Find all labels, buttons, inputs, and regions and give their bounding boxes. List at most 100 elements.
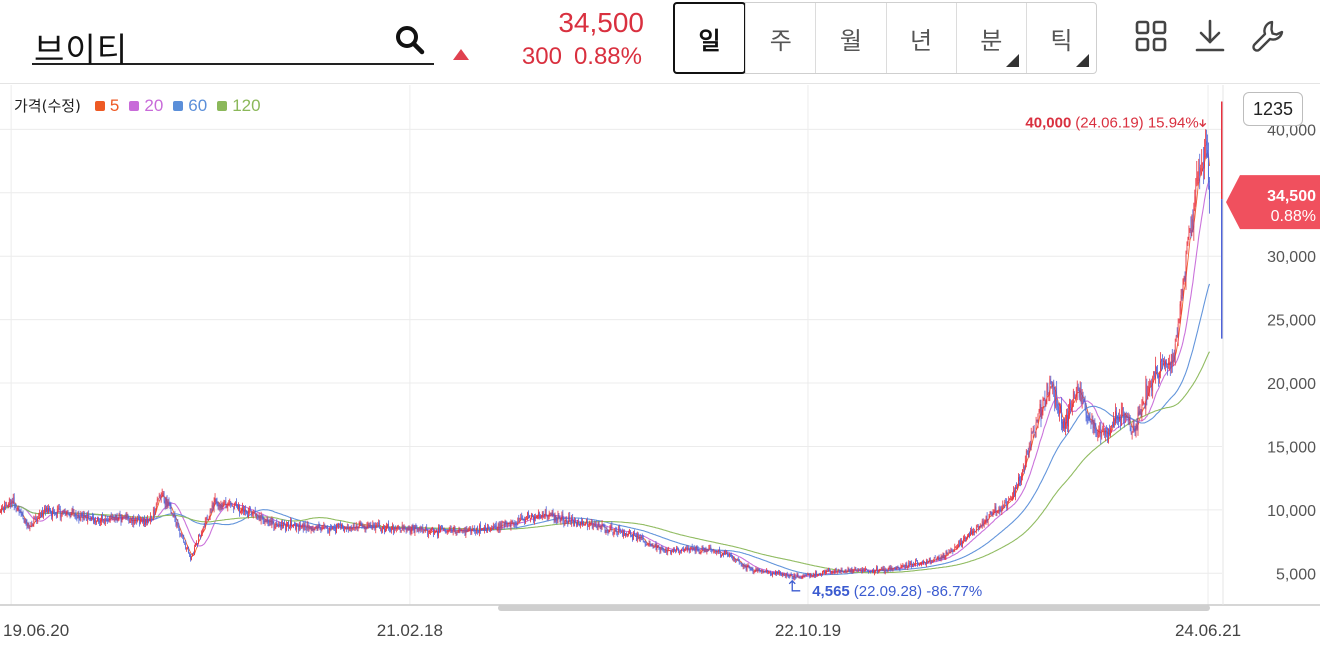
candle-body: [806, 574, 808, 576]
candle-body: [226, 507, 228, 509]
candle-body: [658, 545, 660, 549]
candle-body: [434, 531, 435, 534]
candle-body: [419, 527, 421, 531]
candle-body: [249, 508, 251, 511]
candle-body: [238, 506, 239, 510]
candle-count-badge[interactable]: 1235: [1243, 92, 1303, 126]
candle-body: [13, 497, 15, 507]
candle-body: [185, 543, 187, 550]
candle-body: [395, 527, 397, 530]
change-value: 300: [521, 43, 562, 70]
candle-body: [776, 572, 777, 574]
candle-body: [69, 515, 71, 517]
candle-body: [778, 571, 779, 574]
candle-body: [355, 525, 357, 529]
candle-body: [705, 547, 707, 553]
candle-body: [599, 526, 601, 528]
candle-body: [1063, 420, 1064, 429]
candle-body: [379, 523, 381, 529]
period-tab-1[interactable]: 주: [745, 3, 815, 73]
change-percent: 0.88%: [573, 43, 642, 70]
candle-body: [40, 514, 42, 518]
candle-body: [1022, 469, 1023, 476]
candle-body: [132, 516, 134, 524]
candle-body: [1044, 398, 1046, 406]
candle-body: [36, 516, 38, 522]
candle-body: [362, 526, 364, 528]
candle-body: [66, 512, 68, 515]
high-detail: (24.06.19) 15.94%: [1075, 114, 1198, 131]
legend-item-ma20[interactable]: 20: [129, 96, 163, 116]
search-icon[interactable]: [394, 24, 426, 56]
candle-body: [515, 523, 517, 525]
candle-body: [274, 527, 276, 529]
candle-body: [295, 522, 296, 530]
candle-body: [469, 528, 471, 529]
legend-item-ma5[interactable]: 5: [94, 96, 119, 116]
candle-body: [173, 515, 175, 517]
candle-body: [768, 571, 769, 573]
candle-body: [575, 520, 576, 522]
candle-body: [229, 500, 231, 503]
candle-body: [11, 501, 13, 505]
stock-search-field[interactable]: 브이티: [32, 10, 434, 69]
candle-body: [857, 569, 859, 572]
candle-body: [769, 571, 770, 573]
candle-body: [745, 565, 747, 570]
candle-body: [153, 508, 155, 515]
period-tab-0[interactable]: 일: [673, 2, 747, 74]
candle-body: [35, 517, 37, 519]
candle-body: [927, 561, 929, 563]
grid-layout-icon[interactable]: [1133, 18, 1169, 54]
wrench-icon[interactable]: [1250, 18, 1286, 54]
candle-body: [975, 526, 977, 531]
candle-body: [837, 569, 839, 571]
candle-body: [285, 524, 286, 530]
candle-body: [820, 573, 821, 575]
candle-body: [1073, 392, 1075, 399]
candle-body: [299, 523, 301, 528]
candle-body: [819, 574, 820, 576]
period-tab-2[interactable]: 월: [815, 3, 885, 73]
candle-body: [878, 570, 879, 572]
candle-body: [68, 513, 70, 516]
candle-body: [1150, 380, 1152, 385]
candle-body: [860, 569, 862, 571]
candle-body: [340, 523, 341, 526]
candle-body: [1097, 434, 1099, 437]
candle-body: [1196, 176, 1198, 185]
price-chart[interactable]: 40,000 (24.06.19) 15.94% 4,565 (22.09.28) -…: [0, 85, 1320, 645]
candle-body: [424, 530, 426, 532]
candle-body: [9, 499, 11, 506]
candle-body: [756, 568, 758, 572]
candle-body: [456, 531, 458, 533]
candle-body: [87, 515, 89, 522]
candle-body: [979, 525, 981, 526]
candle-body: [325, 526, 327, 528]
candle-body: [663, 549, 665, 551]
candle-body: [328, 532, 330, 534]
candle-body: [1107, 432, 1108, 441]
candle-body: [529, 515, 530, 519]
candle-body: [1198, 171, 1200, 181]
period-tab-label: 틱: [1050, 26, 1073, 55]
candle-body: [952, 550, 954, 552]
candle-body: [949, 551, 951, 553]
download-icon[interactable]: [1192, 18, 1228, 54]
stock-name[interactable]: 브이티: [34, 30, 129, 69]
legend-item-ma120[interactable]: 120: [217, 96, 261, 116]
legend-item-ma60[interactable]: 60: [173, 96, 207, 116]
chart-canvas[interactable]: 40,000 (24.06.19) 15.94%4,565 (22.09.28) -…: [0, 85, 1320, 645]
candle-body: [455, 531, 457, 534]
candle-body: [593, 524, 595, 526]
candle-body: [476, 527, 478, 534]
candle-body: [94, 520, 95, 522]
candle-body: [671, 551, 672, 554]
candle-body: [288, 521, 289, 528]
candle-body: [276, 521, 278, 525]
period-tab-3[interactable]: 년: [885, 3, 956, 73]
period-tab-4[interactable]: 분: [955, 3, 1026, 73]
candle-body: [252, 513, 254, 515]
candle-body: [1192, 220, 1194, 229]
period-tab-5[interactable]: 틱: [1025, 3, 1096, 73]
